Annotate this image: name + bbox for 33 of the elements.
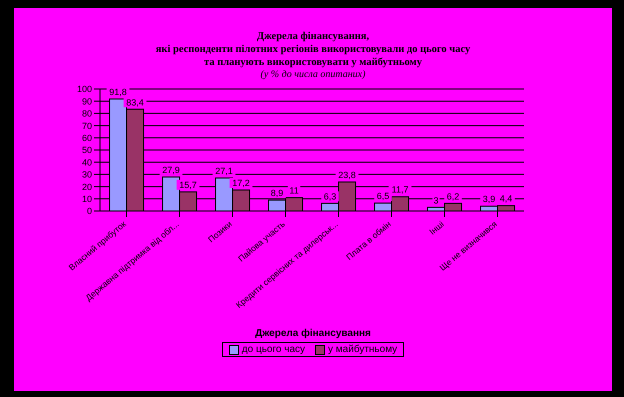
y-tick-label: 30 xyxy=(82,170,92,180)
chart-subtitle: (у % до числа опитаних) xyxy=(260,69,366,81)
data-label: 11 xyxy=(289,186,299,196)
data-label: 15,7 xyxy=(179,180,197,190)
y-tick-label: 10 xyxy=(82,194,92,204)
legend-label: у майбутньому xyxy=(327,344,398,355)
data-label: 17,2 xyxy=(232,178,250,188)
x-axis-title: Джерела фінансування xyxy=(254,328,372,339)
x-tick-label: Інші xyxy=(427,218,446,237)
y-tick-label: 50 xyxy=(82,145,92,156)
y-tick-label: 0 xyxy=(86,206,92,216)
data-label: 11,7 xyxy=(392,184,408,195)
data-label: 6,2 xyxy=(446,191,460,202)
data-label: 27,1 xyxy=(215,166,233,176)
data-label: 27,9 xyxy=(162,164,180,175)
y-tick-label: 20 xyxy=(82,182,92,192)
chart-title: Джерела фінансування, які респонденти пілотних регіонів використовували до цього часу та планують використовувати у майбутньому xyxy=(154,30,472,69)
y-tick-label: 70 xyxy=(82,120,92,131)
y-tick-label: 60 xyxy=(82,132,92,143)
data-label: 3 xyxy=(434,195,439,206)
y-tick-label: 100 xyxy=(76,84,92,94)
y-tick-label: 80 xyxy=(82,108,92,119)
data-label: 91,8 xyxy=(109,87,127,98)
y-tick-label: 90 xyxy=(82,96,92,106)
legend-label: до цього часу xyxy=(240,344,306,355)
data-label: 4,4 xyxy=(500,194,512,204)
data-label: 8,9 xyxy=(270,188,284,198)
y-tick-label: 40 xyxy=(82,157,92,168)
data-label: 6,3 xyxy=(324,191,336,202)
data-label: 3,9 xyxy=(482,194,496,204)
data-label: 6,5 xyxy=(376,191,390,202)
data-label: 23,8 xyxy=(338,170,356,180)
data-label: 83,4 xyxy=(126,97,144,108)
